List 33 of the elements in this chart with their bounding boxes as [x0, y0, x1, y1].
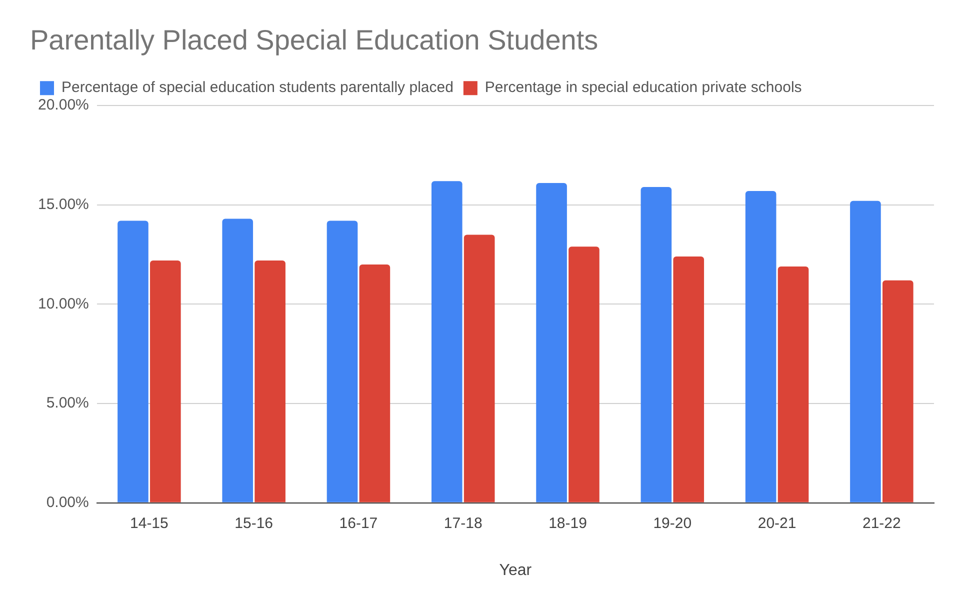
bar [882, 280, 914, 502]
x-axis-title: Year [499, 562, 532, 579]
bar [431, 181, 462, 502]
x-tick-label: 17-18 [444, 514, 482, 532]
bar [568, 246, 600, 502]
x-tick-label: 19-20 [653, 514, 692, 532]
x-tick-label: 18-19 [548, 514, 587, 532]
x-tick-label: 21-22 [862, 514, 901, 532]
y-tick-label: 10.00% [38, 295, 89, 312]
bar [359, 264, 390, 502]
bar [118, 220, 148, 502]
x-tick-label: 16-17 [339, 514, 378, 532]
chart-title: Parentally Placed Special Education Students [30, 24, 598, 56]
y-tick-label: 0.00% [46, 494, 89, 511]
y-tick-label: 20.00% [38, 96, 89, 114]
bar [326, 220, 358, 502]
bar [640, 187, 672, 502]
legend-label: Percentage in special education private schools [484, 79, 802, 96]
bar [464, 234, 495, 502]
bar [745, 191, 776, 502]
y-tick-label: 15.00% [38, 196, 89, 214]
bar [254, 260, 286, 502]
legend-label: Percentage of special education students parentally placed [62, 79, 454, 96]
bar [673, 256, 704, 502]
x-tick-label: 20-21 [758, 514, 796, 532]
x-tick-label: 14-15 [130, 514, 168, 532]
bar [150, 260, 181, 502]
bar [536, 183, 567, 502]
bar [222, 218, 254, 502]
x-tick-label: 15-16 [234, 514, 274, 532]
y-tick-label: 5.00% [46, 394, 89, 412]
bar [778, 266, 809, 502]
bar [850, 200, 881, 502]
